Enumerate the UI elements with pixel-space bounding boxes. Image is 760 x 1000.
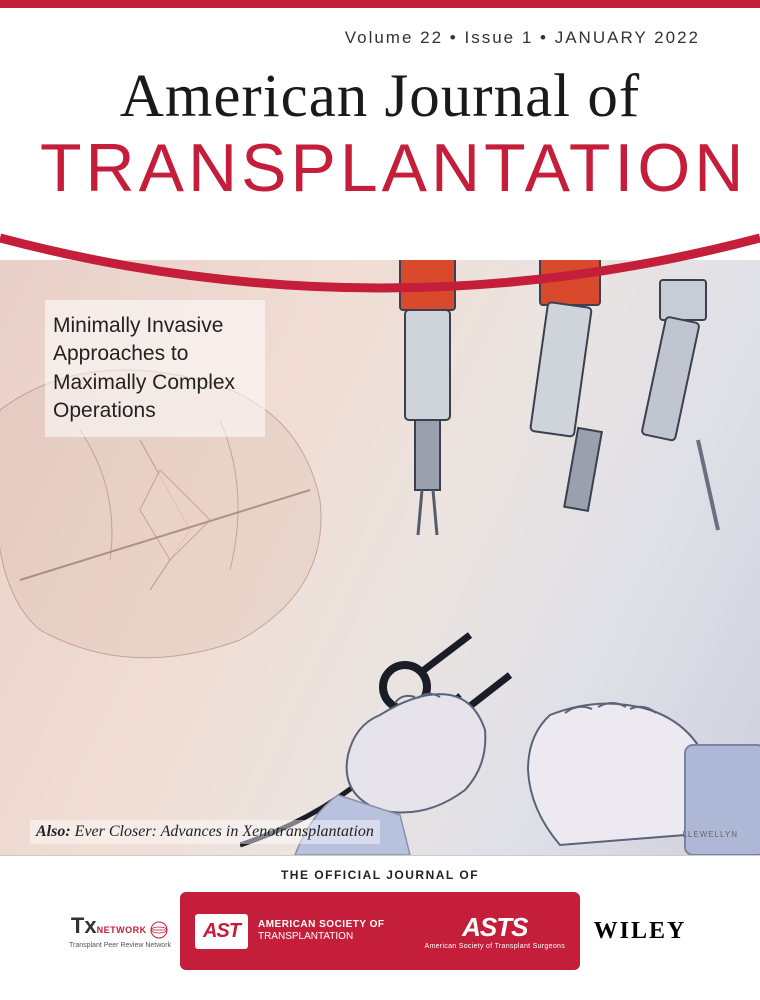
- wiley-logo: WILEY: [580, 918, 700, 945]
- logo-row: TxNETWORK Transplant Peer Review Network…: [0, 892, 760, 970]
- issue-info: Volume 22 • Issue 1 • JANUARY 2022: [40, 28, 720, 48]
- ast-line2: TRANSPLANTATION: [258, 931, 385, 943]
- journal-title-line1: American Journal of: [40, 66, 720, 127]
- surgeon-hands-icon: [240, 515, 760, 855]
- tx-network-logo: TxNETWORK Transplant Peer Review Network: [60, 913, 180, 950]
- also-label: Also:: [36, 823, 71, 840]
- asts-main: ASTS: [425, 912, 566, 943]
- feature-line-2: Approaches to: [53, 340, 257, 368]
- feature-line-3: Maximally Complex: [53, 369, 257, 397]
- ast-badge: AST: [195, 914, 248, 949]
- official-journal-label: THE OFFICIAL JOURNAL OF: [0, 856, 760, 882]
- tx-big: Tx: [71, 913, 97, 938]
- journal-title-line2: TRANSPLANTATION: [40, 131, 720, 206]
- feature-line-4: Operations: [53, 397, 257, 425]
- ast-line1: AMERICAN SOCIETY OF: [258, 919, 385, 931]
- footer: THE OFFICIAL JOURNAL OF TxNETWORK Transp…: [0, 855, 760, 1000]
- asts-sub: American Society of Transplant Surgeons: [425, 943, 566, 950]
- issue-number: Issue 1: [464, 28, 533, 47]
- top-red-bar: [0, 0, 760, 8]
- asts-logo: ASTS American Society of Transplant Surg…: [425, 912, 566, 950]
- also-feature: Also: Ever Closer: Advances in Xenotrans…: [30, 820, 380, 844]
- volume: Volume 22: [345, 28, 443, 47]
- tx-sub: Transplant Peer Review Network: [60, 942, 180, 949]
- sep2: •: [540, 28, 555, 47]
- issue-date: JANUARY 2022: [555, 28, 700, 47]
- sep1: •: [450, 28, 465, 47]
- network-globe-icon: [149, 920, 169, 940]
- feature-article-box: Minimally Invasive Approaches to Maximal…: [45, 300, 265, 437]
- feature-line-1: Minimally Invasive: [53, 312, 257, 340]
- also-text: Ever Closer: Advances in Xenotransplanta…: [75, 823, 374, 840]
- societies-panel: AST AMERICAN SOCIETY OF TRANSPLANTATION …: [180, 892, 580, 970]
- tx-net: NETWORK: [97, 925, 147, 935]
- ast-logo: AST AMERICAN SOCIETY OF TRANSPLANTATION: [195, 914, 385, 949]
- header: Volume 22 • Issue 1 • JANUARY 2022 Ameri…: [0, 8, 760, 206]
- artist-signature: LLEWELLYN: [682, 830, 738, 839]
